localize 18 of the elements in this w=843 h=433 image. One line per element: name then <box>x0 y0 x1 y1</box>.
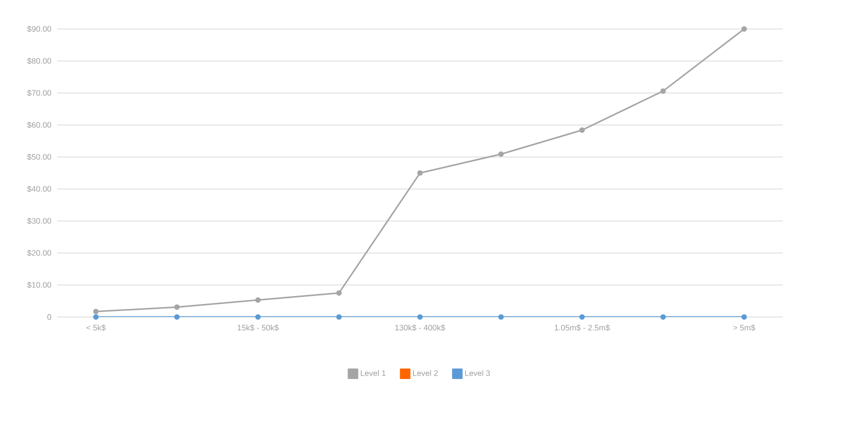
point <box>498 151 504 157</box>
point <box>93 308 99 314</box>
point <box>579 314 585 320</box>
point <box>336 314 342 320</box>
point <box>660 314 666 320</box>
point <box>741 314 747 320</box>
point <box>417 314 423 320</box>
point <box>255 297 261 303</box>
point <box>498 314 504 320</box>
point <box>660 88 666 94</box>
point <box>255 314 261 320</box>
point <box>174 314 180 320</box>
point <box>93 314 99 320</box>
point <box>579 127 585 133</box>
point <box>174 304 180 310</box>
point <box>741 26 747 32</box>
point <box>336 290 342 296</box>
point <box>417 170 423 176</box>
